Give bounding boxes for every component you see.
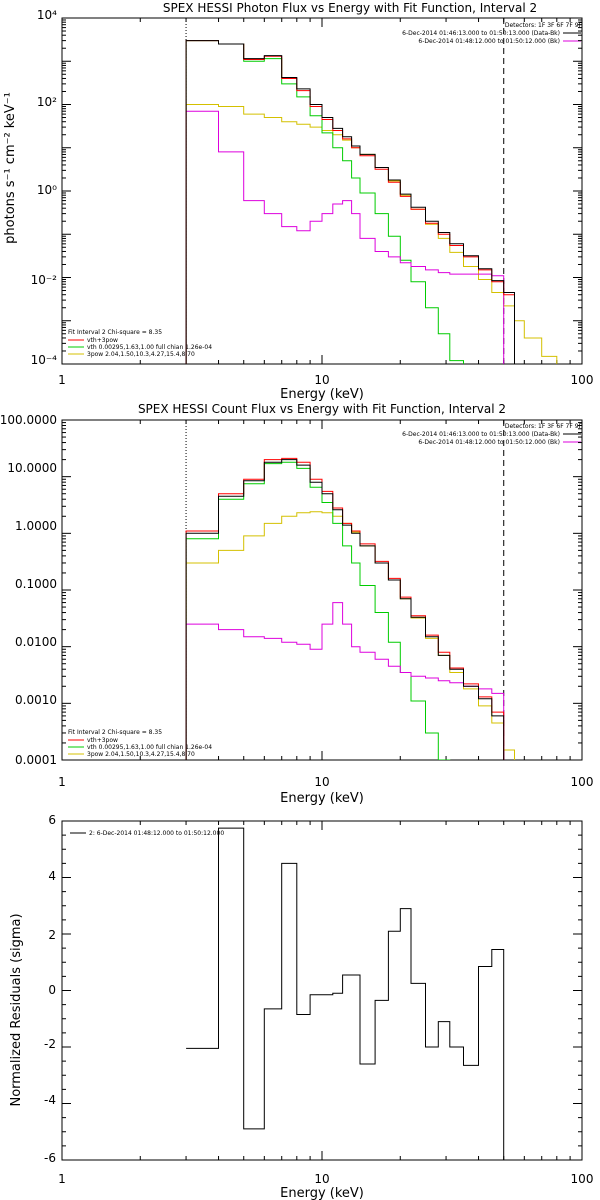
y-tick-label: -2	[44, 1037, 56, 1051]
x-tick-label: 10	[314, 373, 329, 387]
x-tick-label: 1	[58, 373, 66, 387]
x-tick-label: 1	[58, 1172, 66, 1186]
y-tick-label: 10⁻²	[31, 273, 58, 287]
y-tick-labels: -6 -4 -2 0 2 4 6	[44, 813, 56, 1165]
residuals-panel: Energy (keV) Normalized Residuals (sigma…	[9, 813, 593, 1200]
y-axis-label: photons s⁻¹ cm⁻² keV⁻¹	[3, 92, 18, 244]
x-tick-label: 100	[571, 373, 594, 387]
chart-title: SPEX HESSI Photon Flux vs Energy with Fi…	[163, 1, 537, 15]
pow-series	[185, 511, 515, 760]
y-ticks	[62, 422, 582, 761]
legend-label: 6-Dec-2014 01:46:13.000 to 01:50:13.000 …	[402, 431, 560, 438]
x-axis-label: Energy (keV)	[280, 791, 364, 806]
x-ticks	[61, 821, 571, 1160]
x-tick-label: 100	[571, 775, 594, 789]
y-tick-label: 4	[48, 869, 56, 883]
legend-label: 2: 6-Dec-2014 01:48:12.000 to 01:50:12.0…	[89, 830, 224, 837]
legend-label: 6-Dec-2014 01:46:13.000 to 01:50:13.000 …	[402, 30, 560, 37]
series-group	[185, 40, 558, 364]
vth-series	[185, 461, 451, 760]
model-sum-series	[185, 40, 515, 364]
legend-label: vth+3pow	[87, 337, 118, 344]
y-tick-label: 10⁰	[37, 183, 57, 197]
chart-title: SPEX HESSI Count Flux vs Energy with Fit…	[138, 402, 506, 416]
x-tick-label: 1	[58, 775, 66, 789]
legend-label: 6-Dec-2014 01:48:12.000 to 01:50:12.000 …	[418, 439, 560, 446]
x-tick-label: 10	[314, 775, 329, 789]
series-group	[185, 457, 515, 760]
y-tick-label: 0.0100	[15, 635, 57, 649]
background-series	[185, 110, 505, 364]
y-tick-label: 1.0000	[15, 519, 57, 533]
x-axis-label: Energy (keV)	[280, 387, 364, 402]
total-series	[185, 459, 505, 760]
total-series	[186, 827, 505, 1160]
y-tick-label: 10.0000	[7, 461, 57, 475]
legend-header: Detectors: 1F 3F 6F 7F 9F	[505, 22, 583, 29]
model-sum-series	[185, 457, 505, 760]
y-tick-labels: 0.0001 0.0010 0.0100 0.1000 1.0000 10.00…	[0, 413, 57, 767]
y-tick-label: 0.0001	[15, 753, 57, 767]
x-ticks	[61, 18, 571, 364]
legend-header: Fit Interval 2 Chi-square = 8.35	[68, 329, 162, 336]
y-ticks	[62, 820, 582, 1161]
y-tick-label: 10⁻⁴	[31, 353, 58, 367]
x-tick-labels: 1 10 100	[58, 1172, 593, 1186]
x-axis-label: Energy (keV)	[280, 1186, 364, 1200]
vth-series	[185, 40, 464, 364]
legend-top: Detectors: 1F 3F 6F 7F 9F 6-Dec-2014 01:…	[402, 423, 582, 446]
pow-series	[185, 104, 558, 364]
photon-flux-panel: SPEX HESSI Photon Flux vs Energy with Fi…	[3, 1, 593, 402]
y-tick-labels: 10⁻⁴ 10⁻² 10⁰ 10² 10⁴	[31, 8, 58, 367]
x-tick-label: 100	[571, 1172, 594, 1186]
y-tick-label: 6	[48, 813, 56, 827]
y-tick-label: -4	[44, 1093, 56, 1107]
legend-label: 3pow 2.04,1.50,10.3,4.27,15.4,8.70	[87, 351, 195, 358]
legend-bottom: Fit Interval 2 Chi-square = 8.35 vth+3po…	[68, 329, 212, 358]
count-flux-panel: SPEX HESSI Count Flux vs Energy with Fit…	[0, 402, 593, 806]
y-tick-label: 10²	[37, 95, 57, 109]
y-tick-label: 100.0000	[0, 413, 57, 427]
total-series	[185, 40, 515, 364]
legend-label: 3pow 2.04,1.50,10.3,4.27,15.4,8.70	[87, 751, 195, 758]
legend-label: vth+3pow	[87, 737, 118, 744]
legend-header: Fit Interval 2 Chi-square = 8.35	[68, 729, 162, 736]
x-tick-label: 10	[314, 1172, 329, 1186]
y-tick-label: 0	[48, 983, 56, 997]
y-tick-label: -6	[44, 1151, 56, 1165]
legend-bottom: Fit Interval 2 Chi-square = 8.35 vth+3po…	[68, 729, 212, 758]
y-tick-label: 10⁴	[37, 8, 57, 22]
legend-label: vth 0.00295,1.63,1.00 full chian 1.26e-0…	[87, 744, 212, 751]
background-series	[185, 602, 505, 760]
y-ticks	[62, 19, 582, 365]
y-axis-label: Normalized Residuals (sigma)	[9, 913, 24, 1106]
y-tick-label: 2	[48, 928, 56, 942]
y-tick-label: 0.1000	[15, 577, 57, 591]
legend-top: 2: 6-Dec-2014 01:48:12.000 to 01:50:12.0…	[70, 830, 224, 837]
legend-label: 6-Dec-2014 01:48:12.000 to 01:50:12.000 …	[418, 38, 560, 45]
legend-top: Detectors: 1F 3F 6F 7F 9F 6-Dec-2014 01:…	[402, 22, 582, 45]
legend-label: vth 0.00295,1.63,1.00 full chian 1.26e-0…	[87, 344, 212, 351]
x-tick-labels: 1 10 100	[58, 775, 593, 789]
x-tick-labels: 1 10 100	[58, 373, 593, 387]
legend-header: Detectors: 1F 3F 6F 7F 9F	[505, 423, 583, 430]
y-tick-label: 0.0010	[15, 693, 57, 707]
x-ticks	[61, 420, 571, 760]
series-group	[186, 827, 505, 1160]
